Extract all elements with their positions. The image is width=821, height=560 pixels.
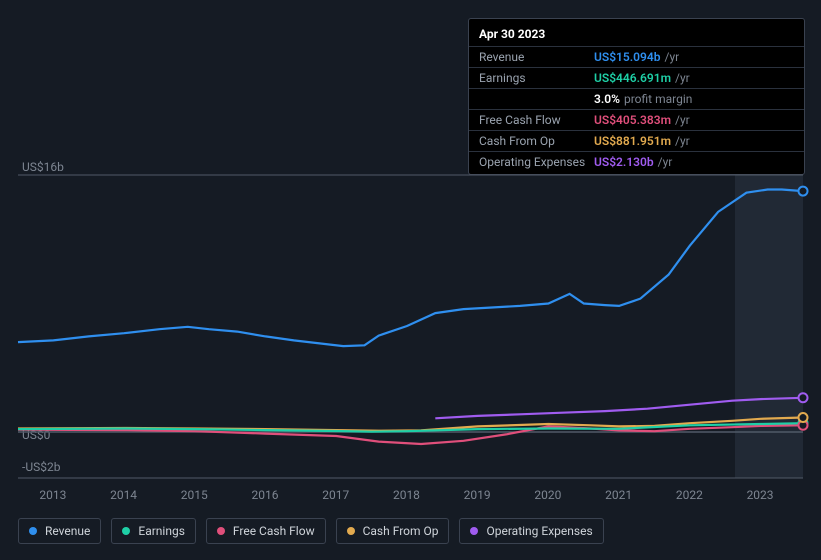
legend-item[interactable]: Revenue [18, 518, 101, 544]
legend-label: Earnings [138, 524, 185, 538]
legend-item[interactable]: Operating Expenses [459, 518, 603, 544]
legend-dot [29, 527, 37, 535]
legend-dot [122, 527, 130, 535]
legend-dot [217, 527, 225, 535]
series-revenue [18, 190, 803, 347]
legend-label: Operating Expenses [486, 524, 592, 538]
chart-svg[interactable] [0, 0, 821, 560]
legend: Revenue Earnings Free Cash Flow Cash From O… [18, 518, 604, 544]
legend-label: Free Cash Flow [233, 524, 315, 538]
legend-dot [470, 527, 478, 535]
legend-item[interactable]: Earnings [111, 518, 196, 544]
legend-label: Cash From Op [363, 524, 439, 538]
legend-dot [347, 527, 355, 535]
chart-root: Apr 30 2023 RevenueUS$15.094b/yrEarnings… [0, 0, 821, 560]
legend-item[interactable]: Cash From Op [336, 518, 450, 544]
legend-label: Revenue [45, 524, 90, 538]
legend-item[interactable]: Free Cash Flow [206, 518, 326, 544]
